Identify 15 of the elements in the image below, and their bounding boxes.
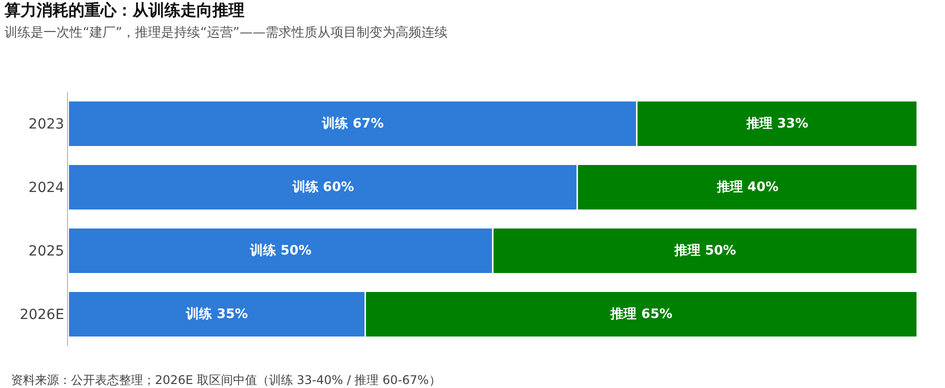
data-label: 训练 50% bbox=[248, 243, 312, 258]
y-tick-label: 2023 bbox=[28, 116, 64, 133]
y-tick-label: 2025 bbox=[28, 244, 64, 260]
y-tick-label: 2024 bbox=[28, 180, 64, 196]
data-label: 训练 67% bbox=[321, 116, 384, 132]
chart-title: 算力消耗的重心：从训练走向推理 bbox=[4, 0, 245, 20]
text: 资料来源：公开表态整理；2026E 取区间中值（训练 33-40% / 推理 60-67%） bbox=[11, 373, 441, 387]
data-label: 推理 65% bbox=[610, 306, 672, 322]
chart-subtitle: 训练是一次性“建厂”，推理是持续“运营”——需求性质从项目制变为高频连续 bbox=[4, 24, 448, 40]
data-label: 推理 40% bbox=[716, 180, 779, 195]
data-label: 推理 50% bbox=[673, 243, 736, 258]
data-label: 推理 33% bbox=[746, 116, 808, 132]
data-label: 训练 35% bbox=[185, 306, 248, 322]
y-tick-label: 2026E bbox=[20, 307, 64, 324]
data-label: 训练 60% bbox=[291, 180, 354, 195]
